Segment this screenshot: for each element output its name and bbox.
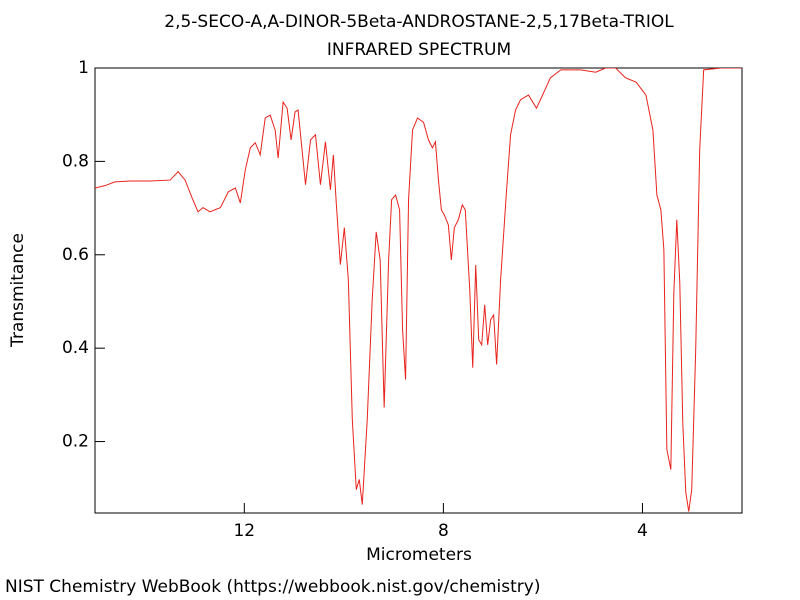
- y-tick-label: 0.2: [62, 432, 89, 452]
- spectrum-line: [95, 68, 742, 512]
- footer: NIST Chemistry WebBook (https://webbook.…: [5, 577, 540, 597]
- x-tick-label: 8: [438, 521, 449, 541]
- x-tick-label: 4: [637, 521, 648, 541]
- plot-frame: [94, 67, 743, 514]
- chart-subtitle: INFRARED SPECTRUM: [327, 40, 511, 60]
- y-tick-label: 0.4: [62, 338, 89, 358]
- y-axis-label: Transmitance: [8, 233, 28, 348]
- y-tick-label: 0.8: [62, 151, 89, 171]
- x-axis-label: Micrometers: [366, 545, 472, 565]
- x-tick-label: 12: [233, 521, 255, 541]
- y-tick-label: 1: [78, 58, 89, 78]
- chart-title: 2,5-SECO-A,A-DINOR-5Beta-ANDROSTANE-2,5,…: [164, 12, 674, 32]
- y-tick-label: 0.6: [62, 245, 89, 265]
